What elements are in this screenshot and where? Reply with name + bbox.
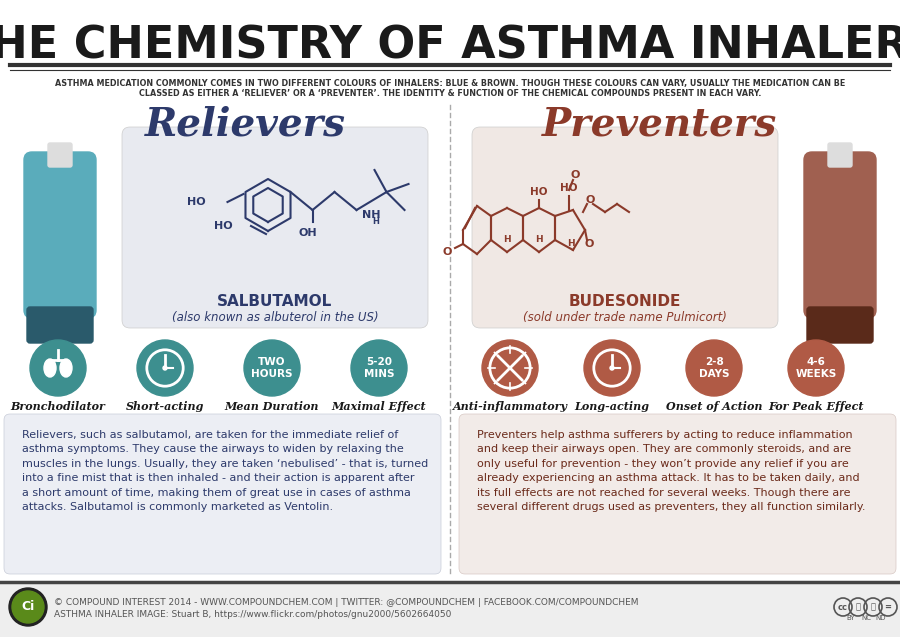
Text: 2-8
DAYS: 2-8 DAYS xyxy=(698,357,729,379)
FancyBboxPatch shape xyxy=(122,127,428,328)
Text: © COMPOUND INTEREST 2014 - WWW.COMPOUNDCHEM.COM | TWITTER: @COMPOUNDCHEM | FACEB: © COMPOUND INTEREST 2014 - WWW.COMPOUNDC… xyxy=(54,598,638,607)
Text: Maximal Effect: Maximal Effect xyxy=(332,401,427,412)
Circle shape xyxy=(12,591,44,623)
Text: OH: OH xyxy=(298,228,317,238)
Text: ⓘ: ⓘ xyxy=(856,603,860,612)
Text: O: O xyxy=(585,195,595,205)
Circle shape xyxy=(351,340,407,396)
FancyBboxPatch shape xyxy=(828,143,852,167)
Text: Anti-inflammatory: Anti-inflammatory xyxy=(453,401,568,412)
FancyBboxPatch shape xyxy=(27,307,93,343)
Text: NC: NC xyxy=(861,615,871,621)
Text: ASTHMA INHALER IMAGE: Stuart B, https://www.flickr.com/photos/gnu2000/5602664050: ASTHMA INHALER IMAGE: Stuart B, https://… xyxy=(54,610,452,619)
Text: H: H xyxy=(567,240,575,248)
FancyBboxPatch shape xyxy=(48,143,72,167)
Text: NH: NH xyxy=(362,210,380,220)
Circle shape xyxy=(9,588,47,626)
FancyBboxPatch shape xyxy=(804,152,876,318)
Text: Relievers: Relievers xyxy=(145,106,346,144)
Text: 5-20
MINS: 5-20 MINS xyxy=(364,357,394,379)
Text: TWO
HOURS: TWO HOURS xyxy=(251,357,292,379)
Text: Preventers help asthma sufferers by acting to reduce inflammation
and keep their: Preventers help asthma sufferers by acti… xyxy=(477,430,866,512)
Text: =: = xyxy=(885,603,892,612)
Text: HO: HO xyxy=(560,183,578,193)
Text: For Peak Effect: For Peak Effect xyxy=(769,401,864,412)
Circle shape xyxy=(788,340,844,396)
Text: cc: cc xyxy=(838,603,848,612)
Text: ⓢ: ⓢ xyxy=(870,603,876,612)
Text: Bronchodilator: Bronchodilator xyxy=(11,401,105,412)
Circle shape xyxy=(482,340,538,396)
Text: (also known as albuterol in the US): (also known as albuterol in the US) xyxy=(172,310,378,324)
Text: 4-6
WEEKS: 4-6 WEEKS xyxy=(796,357,837,379)
Text: HO: HO xyxy=(187,197,205,207)
Text: Long-acting: Long-acting xyxy=(574,401,650,412)
Text: ND: ND xyxy=(876,615,886,621)
Circle shape xyxy=(244,340,300,396)
Text: H: H xyxy=(503,236,511,245)
Ellipse shape xyxy=(60,359,72,377)
Text: (sold under trade name Pulmicort): (sold under trade name Pulmicort) xyxy=(523,310,727,324)
FancyBboxPatch shape xyxy=(24,152,96,318)
FancyBboxPatch shape xyxy=(459,414,896,574)
Text: CLASSED AS EITHER A ‘RELIEVER’ OR A ‘PREVENTER’. THE IDENTITY & FUNCTION OF THE : CLASSED AS EITHER A ‘RELIEVER’ OR A ‘PRE… xyxy=(139,89,761,98)
Bar xyxy=(0,582,900,637)
Text: O: O xyxy=(442,247,452,257)
Circle shape xyxy=(137,340,193,396)
Circle shape xyxy=(686,340,742,396)
Text: HO: HO xyxy=(214,221,233,231)
Text: Onset of Action: Onset of Action xyxy=(666,401,762,412)
FancyBboxPatch shape xyxy=(4,414,441,574)
FancyBboxPatch shape xyxy=(472,127,778,328)
Text: ASTHMA MEDICATION COMMONLY COMES IN TWO DIFFERENT COLOURS OF INHALERS: BLUE & BR: ASTHMA MEDICATION COMMONLY COMES IN TWO … xyxy=(55,79,845,88)
Text: HO: HO xyxy=(530,187,548,197)
Circle shape xyxy=(584,340,640,396)
Text: H: H xyxy=(373,217,380,227)
Text: O: O xyxy=(571,170,580,180)
Text: Relievers, such as salbutamol, are taken for the immediate relief of
asthma symp: Relievers, such as salbutamol, are taken… xyxy=(22,430,428,512)
Circle shape xyxy=(30,340,86,396)
Circle shape xyxy=(610,366,614,370)
Text: Ci: Ci xyxy=(22,601,34,613)
Text: BUDESONIDE: BUDESONIDE xyxy=(569,294,681,310)
FancyBboxPatch shape xyxy=(807,307,873,343)
Text: Mean Duration: Mean Duration xyxy=(225,401,320,412)
Text: H: H xyxy=(536,236,543,245)
Text: THE CHEMISTRY OF ASTHMA INHALERS: THE CHEMISTRY OF ASTHMA INHALERS xyxy=(0,24,900,68)
Text: O: O xyxy=(584,239,594,249)
Text: Short-acting: Short-acting xyxy=(126,401,204,412)
Text: Preventers: Preventers xyxy=(543,106,778,144)
Text: SALBUTAMOL: SALBUTAMOL xyxy=(218,294,333,310)
Ellipse shape xyxy=(44,359,56,377)
Text: BY: BY xyxy=(847,615,855,621)
Circle shape xyxy=(163,366,167,370)
